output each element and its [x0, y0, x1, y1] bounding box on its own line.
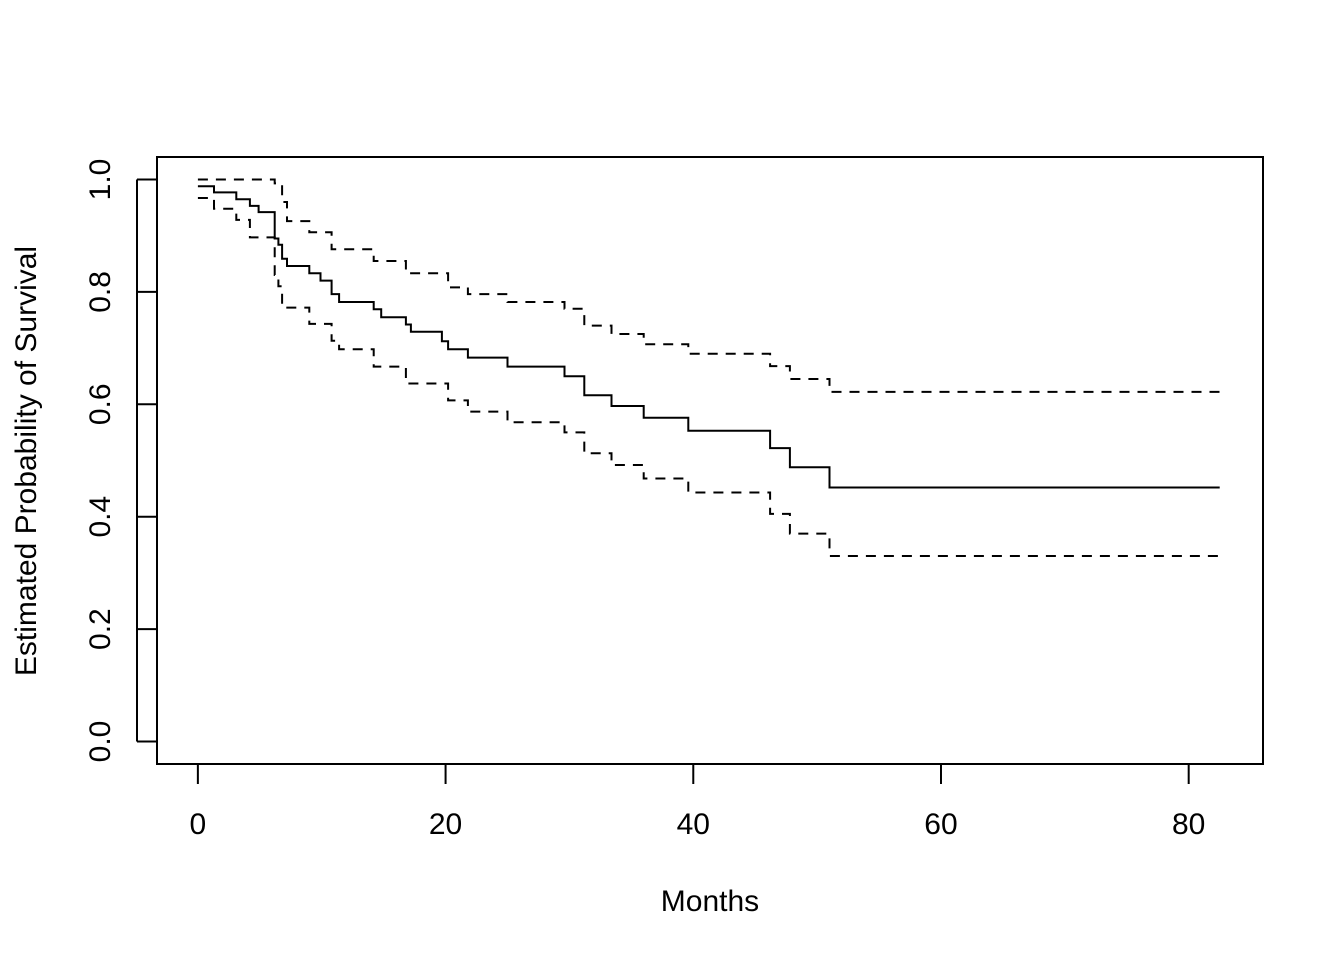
x-tick-label: 20	[429, 808, 462, 841]
lower-confidence-band	[197, 197, 1220, 557]
y-tick-label: 0.0	[84, 721, 117, 763]
y-tick-label: 0.4	[84, 496, 117, 538]
x-tick-label: 0	[190, 808, 207, 841]
y-tick-label: 0.8	[84, 271, 117, 313]
y-tick-label: 1.0	[84, 159, 117, 201]
y-tick-label: 0.2	[84, 608, 117, 650]
x-tick-label: 40	[677, 808, 710, 841]
y-axis-label: Estimated Probability of Survival	[10, 246, 43, 676]
survival-curves	[197, 178, 1220, 557]
x-axis: 0 20 40 60 80	[190, 763, 1205, 841]
survival-estimate-line	[197, 185, 1220, 489]
y-axis: 0.0 0.2 0.4 0.6 0.8 1.0	[84, 159, 157, 763]
upper-confidence-band	[197, 178, 1220, 393]
y-tick-label: 0.6	[84, 383, 117, 425]
x-tick-label: 80	[1172, 808, 1205, 841]
x-tick-label: 60	[924, 808, 957, 841]
x-axis-label: Months	[661, 885, 759, 918]
plot-frame	[156, 156, 1264, 765]
